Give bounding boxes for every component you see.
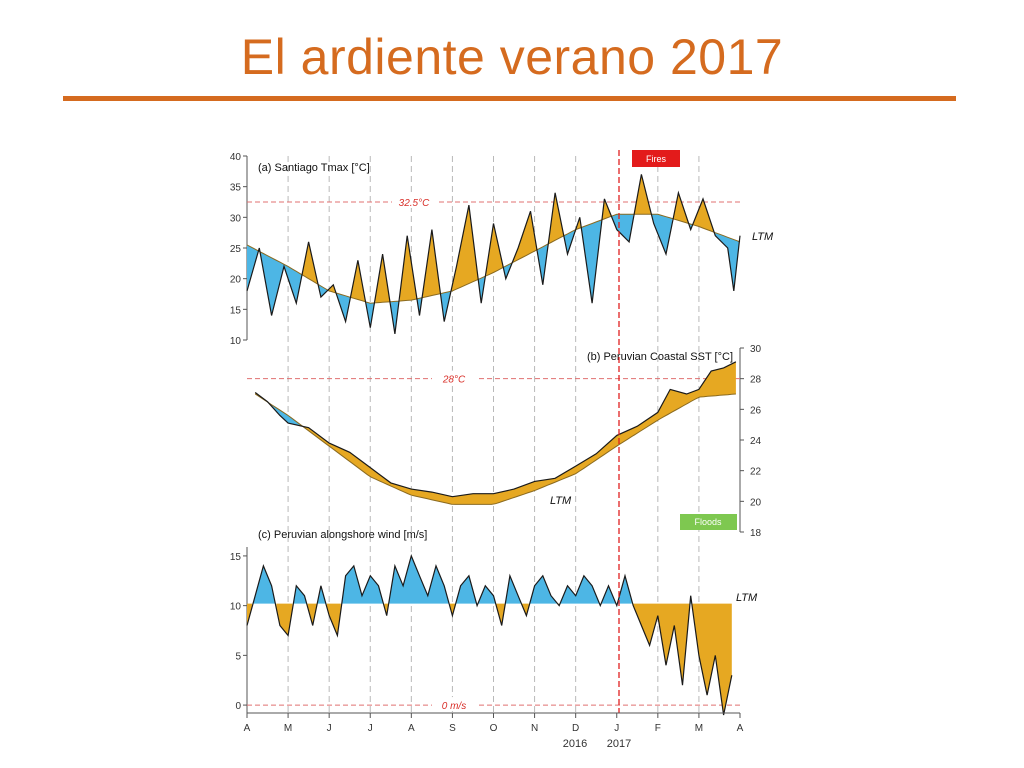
anomaly-fill-above-c <box>317 586 326 604</box>
anomaly-fill-above-a <box>422 229 441 298</box>
floods-tag-label: Floods <box>694 517 722 527</box>
anomaly-fill-above-c <box>617 576 632 604</box>
y-tick-label-b: 28 <box>750 375 762 386</box>
anomaly-fill-below-a <box>417 297 422 316</box>
anomaly-fill-below-a <box>651 214 673 255</box>
anomaly-fill-below-a <box>390 301 399 334</box>
anomaly-fill-above-a <box>302 241 318 285</box>
anomaly-fill-below-a <box>336 293 350 322</box>
x-tick-label: O <box>490 723 498 734</box>
x-tick-label: S <box>449 723 456 734</box>
year-label-2017: 2017 <box>607 738 631 750</box>
anomaly-fill-above-c <box>341 566 384 604</box>
anomaly-fill-above-c <box>601 585 616 604</box>
y-tick-label-c: 0 <box>235 701 241 712</box>
anomaly-fill-below-c <box>692 603 732 715</box>
x-tick-label: D <box>572 723 579 734</box>
x-tick-label: N <box>531 723 538 734</box>
y-tick-label-b: 26 <box>750 405 762 416</box>
series-line-c <box>246 554 733 716</box>
y-tick-label-a: 35 <box>230 183 242 194</box>
anomaly-fill-below-c <box>307 603 317 626</box>
fires-tag <box>632 150 680 167</box>
anomaly-fill-below-a <box>366 302 375 328</box>
x-tick-label: M <box>695 723 703 734</box>
anomaly-fill-below-a <box>611 214 634 242</box>
anomaly-fill-below-a <box>714 232 739 291</box>
threshold-label-c: 0 m/s <box>442 701 466 712</box>
ltm-label-a: LTM <box>752 231 774 243</box>
threshold-label-b: 28°C <box>442 375 466 386</box>
anomaly-fill-below-c <box>450 603 456 615</box>
x-tick-label: A <box>408 723 415 734</box>
x-tick-label: A <box>737 723 744 734</box>
y-tick-label-b: 18 <box>750 528 762 539</box>
floods-tag <box>680 514 737 530</box>
y-tick-label-b: 22 <box>750 467 762 478</box>
y-tick-label-a: 20 <box>230 275 242 286</box>
anomaly-fill-above-a <box>486 223 503 276</box>
y-tick-label-b: 20 <box>750 497 762 508</box>
threshold-label-a: 32.5°C <box>399 198 430 209</box>
y-tick-label-a: 25 <box>230 244 242 255</box>
ltm-line-a <box>246 213 741 304</box>
anomaly-fill-above-a <box>513 211 537 263</box>
series-line-a <box>246 174 741 334</box>
anomaly-fill-above-a <box>375 254 390 303</box>
x-tick-label: F <box>655 723 661 734</box>
y-tick-label-a: 40 <box>230 152 242 163</box>
y-tick-label-c: 10 <box>230 602 242 613</box>
slide-title: El ardiente verano 2017 <box>240 29 784 85</box>
anomaly-fill-above-a <box>400 235 417 301</box>
y-tick-label-b: 30 <box>750 344 762 355</box>
ltm-label-c: LTM <box>736 592 758 604</box>
anomaly-fill-above-b <box>303 361 736 505</box>
threshold-label-bg <box>392 194 436 208</box>
year-label-2016: 2016 <box>563 738 587 750</box>
threshold-label-bg <box>432 370 476 385</box>
series-line-b <box>254 361 737 498</box>
anomaly-fill-below-a <box>318 284 328 298</box>
x-tick-label: M <box>284 723 292 734</box>
y-tick-label-a: 15 <box>230 305 242 316</box>
y-tick-label-b: 24 <box>750 436 762 447</box>
anomaly-fill-below-c <box>384 603 389 615</box>
x-tick-label: J <box>614 723 619 734</box>
panel-title-c: (c) Peruvian alongshore wind [m/s] <box>258 529 427 541</box>
anomaly-fill-below-c <box>276 603 293 635</box>
anomaly-fill-above-c <box>505 577 521 604</box>
anomaly-fill-below-c <box>326 603 341 635</box>
x-tick-label: J <box>368 723 373 734</box>
panel-title-a: (a) Santiago Tmax [°C] <box>258 162 370 174</box>
y-tick-label-a: 30 <box>230 213 242 224</box>
anomaly-fill-above-a <box>634 174 651 215</box>
x-tick-label: J <box>327 723 332 734</box>
anomaly-fill-below-a <box>537 244 548 285</box>
y-tick-label-a: 10 <box>230 336 242 347</box>
anomaly-fill-above-c <box>478 585 496 604</box>
anomaly-fill-below-a <box>581 220 602 304</box>
anomaly-fill-above-a <box>692 198 714 232</box>
title-rule <box>63 96 956 101</box>
anomaly-fill-below-c <box>632 603 690 684</box>
anomaly-fill-above-a <box>602 198 611 220</box>
ltm-line-b <box>254 393 736 505</box>
ltm-label-b: LTM <box>550 495 572 507</box>
anomaly-fill-above-a <box>549 192 564 244</box>
threshold-label-bg <box>432 697 476 712</box>
anomaly-fill-above-c <box>293 586 307 604</box>
panel-title-b: (b) Peruvian Coastal SST [°C] <box>587 351 733 363</box>
y-tick-label-c: 15 <box>230 552 242 563</box>
fires-tag-label: Fires <box>646 154 666 164</box>
anomaly-fill-above-c <box>529 576 558 604</box>
anomaly-fill-above-a <box>350 260 366 302</box>
anomaly-fill-above-c <box>253 566 276 604</box>
anomaly-fill-below-a <box>260 251 302 316</box>
anomaly-fill-above-c <box>456 576 477 604</box>
anomaly-fill-above-c <box>389 556 449 604</box>
anomaly-fill-below-a <box>564 230 575 255</box>
y-tick-label-c: 5 <box>235 651 241 662</box>
x-tick-label: A <box>244 723 251 734</box>
